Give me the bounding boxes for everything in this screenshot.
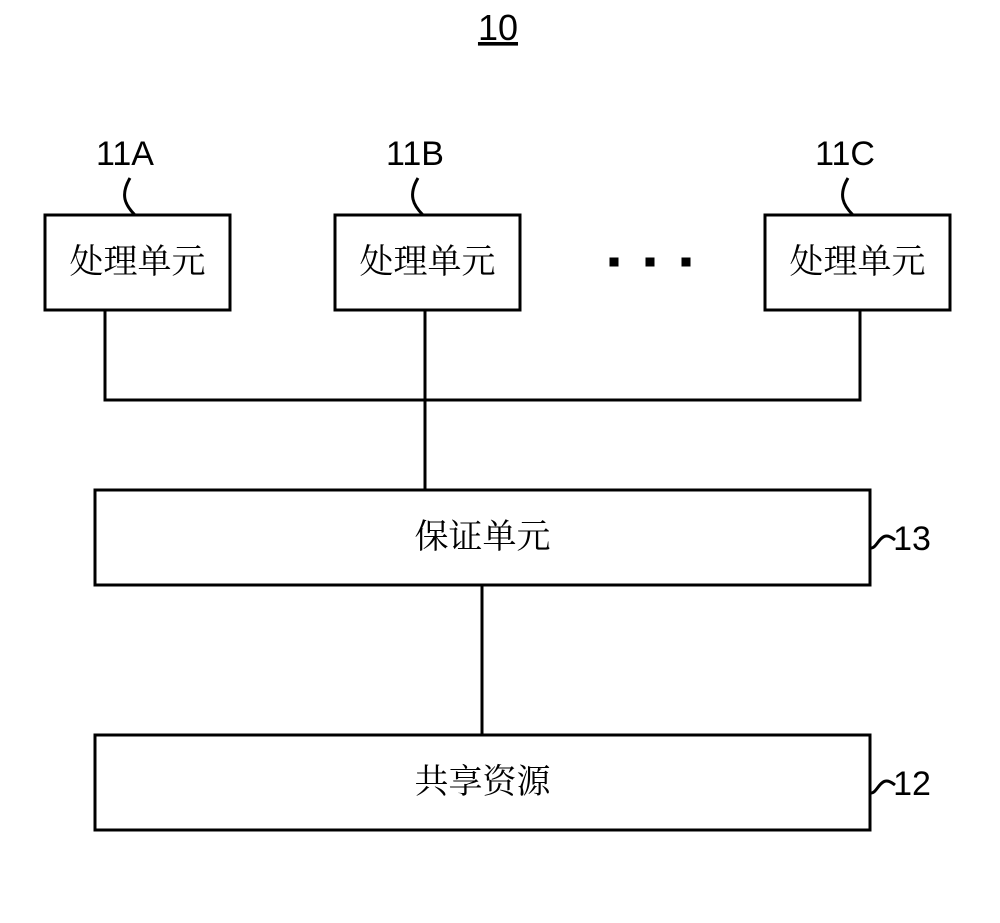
figure-number: 10 <box>478 7 518 48</box>
processing-unit-a-label: 处理单元 <box>70 234 206 283</box>
processing-unit-b-label: 处理单元 <box>360 234 496 283</box>
ellipsis-dot <box>682 258 691 267</box>
ref-label-11c-squiggle <box>843 178 853 215</box>
connector-c-to-guard <box>425 310 860 490</box>
ref-label-12: 12 <box>893 765 931 803</box>
connector-a-to-guard <box>105 310 425 490</box>
ref-label-11c: 11C <box>815 135 875 173</box>
ref-label-13: 13 <box>893 520 931 558</box>
ref-label-11a: 11A <box>96 135 154 173</box>
processing-unit-c-label: 处理单元 <box>790 234 926 283</box>
ref-label-11b-squiggle <box>413 178 423 215</box>
ref-label-11a-squiggle <box>125 178 135 215</box>
ellipsis-dot <box>646 258 655 267</box>
guarantee-unit-label: 保证单元 <box>415 509 551 558</box>
ellipsis-dot <box>610 258 619 267</box>
ref-label-12-squiggle <box>870 781 895 793</box>
ref-label-13-squiggle <box>870 536 895 548</box>
ref-label-11b: 11B <box>386 135 444 173</box>
shared-resource-label: 共享资源 <box>415 754 552 803</box>
